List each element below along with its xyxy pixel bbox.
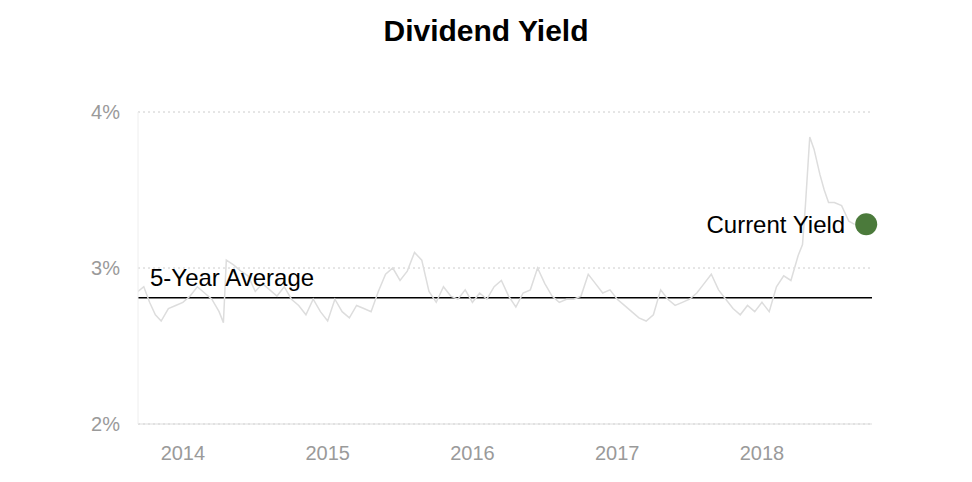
svg-text:5-Year Average: 5-Year Average <box>150 264 314 291</box>
svg-text:2017: 2017 <box>595 442 640 464</box>
svg-text:2015: 2015 <box>305 442 350 464</box>
svg-text:Current Yield: Current Yield <box>706 211 845 238</box>
svg-text:2016: 2016 <box>450 442 495 464</box>
svg-text:2018: 2018 <box>740 442 785 464</box>
svg-text:2014: 2014 <box>161 442 206 464</box>
html-text:Dividend Yield: Dividend Yield <box>383 14 589 47</box>
svg-text:4%: 4% <box>91 101 120 123</box>
svg-text:2%: 2% <box>91 413 120 435</box>
svg-text:3%: 3% <box>91 257 120 279</box>
